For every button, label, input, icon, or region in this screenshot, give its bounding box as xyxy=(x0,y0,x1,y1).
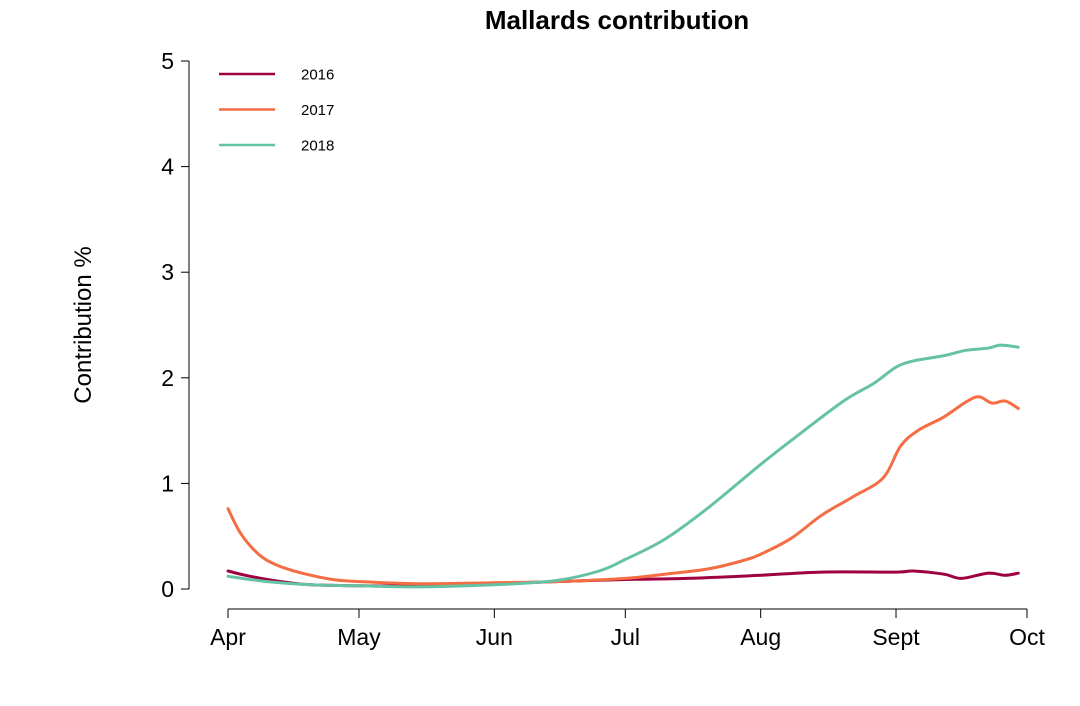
legend-label-2017: 2017 xyxy=(301,102,334,119)
x-tick-label: Aug xyxy=(740,624,781,650)
y-tick-label: 0 xyxy=(161,576,174,602)
y-tick-label: 1 xyxy=(161,470,174,496)
x-tick-label: Apr xyxy=(210,624,246,650)
legend-label-2018: 2018 xyxy=(301,138,334,155)
series-line-2018 xyxy=(226,343,1020,589)
y-axis: 0 1 2 3 4 5 xyxy=(161,48,190,602)
x-tick-label: May xyxy=(337,624,381,650)
legend-label-2016: 2016 xyxy=(301,67,334,84)
y-tick-label: 2 xyxy=(161,365,174,391)
x-tick-label: Jul xyxy=(611,624,640,650)
series-layer xyxy=(226,343,1020,589)
y-tick-label: 5 xyxy=(161,48,174,74)
chart-title: Mallards contribution xyxy=(485,5,749,35)
y-tick-label: 4 xyxy=(161,154,174,180)
y-axis-label: Contribution % xyxy=(70,246,97,403)
series-line-2017 xyxy=(226,395,1020,586)
x-axis: Apr May Jun Jul Aug Sept Oct xyxy=(210,608,1045,650)
x-tick-label: Jun xyxy=(476,624,513,650)
legend: 2016 2017 2018 xyxy=(219,67,334,155)
x-tick-label: Sept xyxy=(872,624,920,650)
y-tick-label: 3 xyxy=(161,259,174,285)
x-tick-label: Oct xyxy=(1009,624,1045,650)
